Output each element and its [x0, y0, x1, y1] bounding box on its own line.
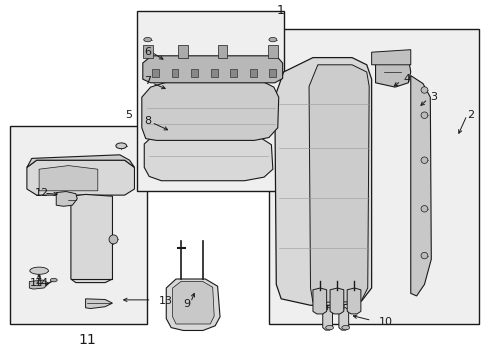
Bar — [152, 69, 159, 77]
Bar — [171, 69, 178, 77]
Text: 5: 5 — [124, 110, 131, 120]
Polygon shape — [312, 288, 326, 314]
Bar — [191, 69, 198, 77]
Ellipse shape — [420, 112, 427, 118]
Polygon shape — [338, 307, 348, 330]
Ellipse shape — [341, 325, 349, 330]
Polygon shape — [142, 45, 152, 58]
Bar — [230, 69, 237, 77]
Ellipse shape — [268, 37, 276, 42]
Text: 7: 7 — [144, 76, 151, 86]
Text: 4: 4 — [403, 74, 410, 84]
Bar — [210, 69, 217, 77]
Polygon shape — [85, 299, 112, 309]
Polygon shape — [308, 65, 368, 302]
Text: 11: 11 — [78, 333, 96, 347]
Ellipse shape — [143, 37, 151, 42]
Bar — [269, 69, 276, 77]
Polygon shape — [142, 81, 278, 140]
Polygon shape — [27, 160, 134, 195]
Ellipse shape — [420, 252, 427, 259]
Bar — [137, 11, 283, 191]
Polygon shape — [39, 166, 98, 191]
Polygon shape — [166, 279, 220, 330]
Polygon shape — [329, 288, 343, 314]
Ellipse shape — [50, 278, 57, 282]
Polygon shape — [274, 58, 371, 305]
Text: 12: 12 — [35, 188, 49, 198]
Polygon shape — [172, 282, 214, 324]
Ellipse shape — [30, 267, 48, 274]
Polygon shape — [27, 155, 134, 167]
Bar — [249, 69, 256, 77]
Ellipse shape — [325, 325, 333, 330]
Polygon shape — [71, 194, 112, 283]
Ellipse shape — [420, 157, 427, 163]
Polygon shape — [56, 192, 77, 206]
Polygon shape — [322, 307, 332, 330]
Text: 2: 2 — [466, 110, 473, 120]
Polygon shape — [346, 288, 360, 314]
Text: 14: 14 — [29, 278, 43, 288]
Text: 3: 3 — [429, 92, 436, 102]
Polygon shape — [29, 280, 49, 289]
Text: 14: 14 — [35, 278, 49, 288]
Text: 13: 13 — [159, 296, 173, 306]
Ellipse shape — [109, 235, 118, 244]
Polygon shape — [217, 45, 227, 58]
Polygon shape — [371, 50, 410, 65]
Text: 9: 9 — [183, 299, 190, 309]
Bar — [268, 29, 478, 324]
Polygon shape — [142, 56, 282, 83]
Text: 6: 6 — [144, 47, 151, 57]
Ellipse shape — [420, 206, 427, 212]
Ellipse shape — [116, 143, 126, 149]
Polygon shape — [375, 52, 410, 87]
Polygon shape — [267, 45, 277, 58]
Polygon shape — [144, 135, 272, 181]
Text: 1: 1 — [276, 4, 284, 17]
Text: 10: 10 — [378, 317, 392, 327]
Polygon shape — [410, 76, 430, 296]
Ellipse shape — [420, 87, 427, 93]
Text: 8: 8 — [144, 116, 151, 126]
Bar — [10, 126, 146, 324]
Polygon shape — [178, 45, 188, 58]
